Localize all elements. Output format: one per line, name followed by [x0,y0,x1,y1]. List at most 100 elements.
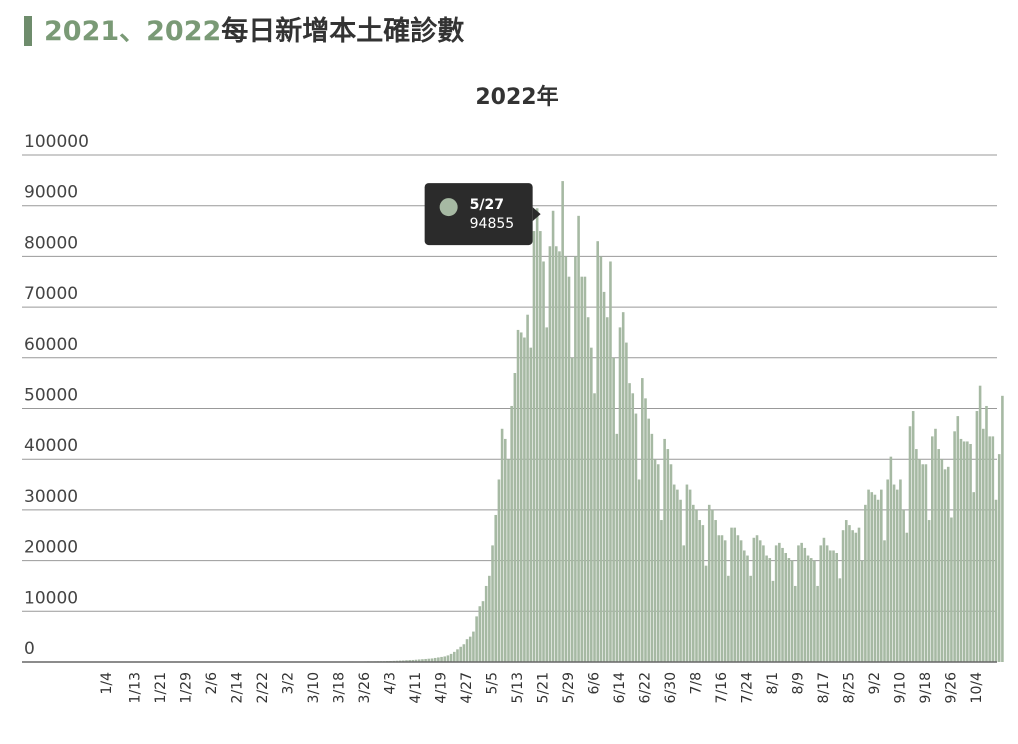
bar [695,510,698,662]
bar [781,548,784,662]
y-tick-label: 80000 [24,233,78,253]
bar [727,576,730,662]
x-tick-label: 6/22 [638,672,654,703]
tooltip: 5/27 94855 [425,183,541,245]
bar [813,561,816,662]
tooltip-value: 94855 [470,216,515,232]
bar [641,378,644,662]
bar [928,520,931,662]
heading-marker [24,16,32,46]
bar [533,231,536,662]
bar [947,467,950,662]
x-tick-label: 9/18 [918,672,934,703]
tooltip-category: 5/27 [470,197,504,213]
bar [670,464,673,662]
bar [969,444,972,662]
bar [941,459,944,662]
bar [577,216,580,662]
bar [768,558,771,662]
bar [804,548,807,662]
chart-title: 2022年 [475,84,558,110]
bar [918,459,921,662]
x-tick-label: 1/21 [153,672,169,703]
bar [788,558,791,662]
bar [679,500,682,662]
bar [988,436,991,662]
bar [529,348,532,662]
bar [698,520,701,662]
y-tick-label: 90000 [24,183,78,203]
x-tick-label: 9/2 [867,672,883,695]
bar [877,500,880,662]
bar [995,500,998,662]
bar [909,426,912,662]
bar [504,439,507,662]
y-tick-label: 100000 [24,132,89,152]
bar [660,520,663,662]
bar [906,533,909,662]
bar [845,520,848,662]
x-tick-label: 3/18 [332,672,348,703]
bar [482,601,485,662]
bar [902,510,905,662]
bar [507,459,510,662]
x-tick-label: 6/14 [612,672,628,704]
bar [960,439,963,662]
bar [708,505,711,662]
bar [921,464,924,662]
bar [479,606,482,662]
x-tick-label: 5/21 [536,672,552,703]
bar [992,436,995,662]
x-tick-label: 9/10 [892,672,908,703]
bar [609,261,612,662]
bar [807,556,810,662]
heading: 2021、2022每日新增本土確診數 [44,15,464,47]
y-tick-label: 20000 [24,538,78,558]
bar [893,485,896,662]
bar [931,436,934,662]
x-tick-label: 4/19 [434,672,450,703]
bar [937,449,940,662]
bar [784,553,787,662]
bar [459,647,462,662]
y-tick-label: 30000 [24,487,78,507]
tooltip-swatch [440,198,458,216]
bar [890,457,893,662]
bar [590,348,593,662]
bar [730,528,733,662]
bar [944,469,947,662]
bar [603,292,606,662]
bar [851,530,854,662]
bar [488,576,491,662]
x-tick-label: 9/26 [943,672,959,704]
bar [753,538,756,662]
y-tick-label: 50000 [24,386,78,406]
bar [571,358,574,662]
bar [714,520,717,662]
bar [628,383,631,662]
x-tick-label: 7/8 [688,672,704,695]
bar [762,545,765,662]
x-tick-label: 8/17 [816,672,832,703]
bar [835,553,838,662]
x-tick-label: 3/10 [306,672,322,703]
x-tick-label: 1/4 [99,672,115,695]
bar [772,581,775,662]
bar [765,556,768,662]
bar [826,545,829,662]
bar [593,393,596,662]
y-tick-label: 10000 [24,588,78,608]
x-tick-label: 6/6 [587,672,603,695]
bar [778,543,781,662]
bar [612,358,615,662]
bar [501,429,504,662]
bar [810,558,813,662]
bar [539,231,542,662]
bar [466,639,469,662]
bar [823,538,826,662]
bar [555,246,558,662]
bar [635,414,638,662]
bar [606,317,609,662]
bar [692,505,695,662]
